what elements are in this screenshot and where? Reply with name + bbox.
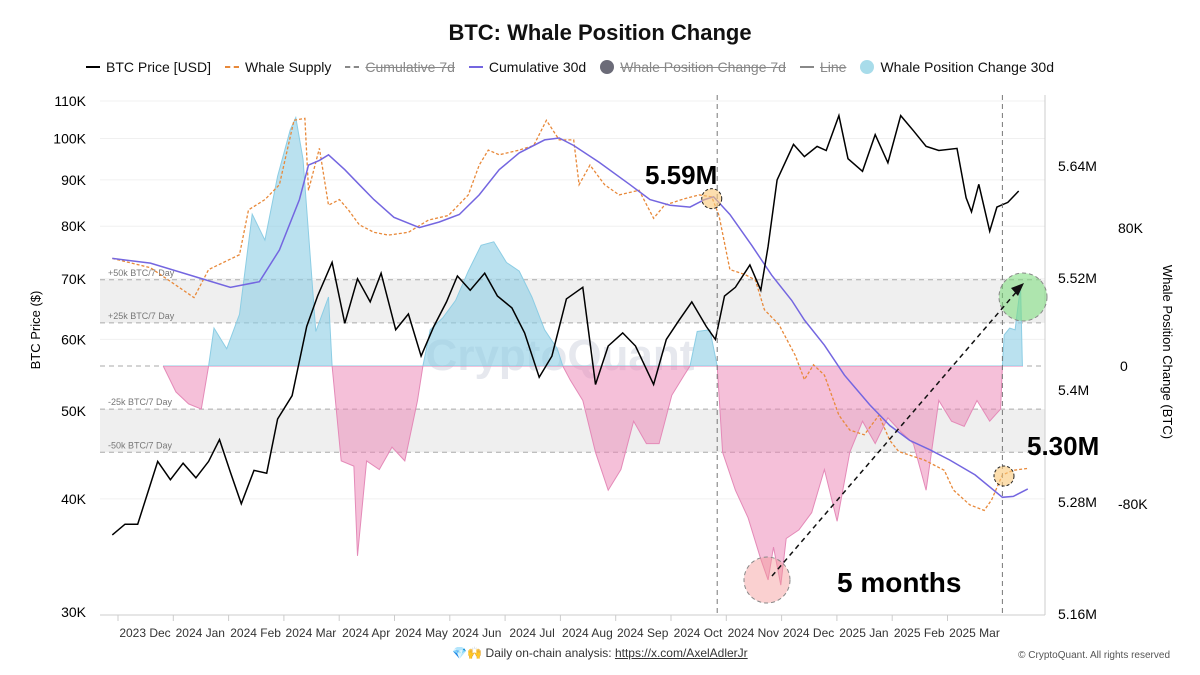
legend-item-whale-supply[interactable]: Whale Supply	[225, 59, 331, 75]
whale-position-change-30d-positive-area	[163, 115, 1023, 366]
y-right-tick-label: 5.64M	[1058, 158, 1097, 174]
legend-item-line[interactable]: Line	[799, 59, 847, 75]
band-label: -25k BTC/7 Day	[108, 397, 173, 407]
y-left-tick-label: 80K	[61, 218, 87, 234]
y-left-tick-label: 30K	[61, 604, 87, 620]
y-far-right-tick-label: 0	[1120, 358, 1128, 374]
legend-item-btc-price[interactable]: BTC Price [USD]	[86, 59, 211, 75]
band-label: -50k BTC/7 Day	[108, 440, 173, 450]
btc-price-line	[111, 112, 1020, 536]
y-right-axis-label: Whale Position Change (BTC)	[1160, 265, 1175, 439]
x-tick-label: 2024 Mar	[286, 626, 337, 640]
x-tick-label: 2025 Mar	[949, 626, 1000, 640]
legend-label: Whale Supply	[245, 59, 332, 75]
legend-label: Cumulative 30d	[488, 59, 587, 75]
highlight-circle	[701, 188, 723, 210]
x-tick-label: 2024 Aug	[562, 626, 613, 640]
legend-item-cumulative-30d[interactable]: Cumulative 30d	[468, 59, 587, 75]
annotation-label: 5 months	[837, 567, 961, 598]
legend-item-cumulative-7d[interactable]: Cumulative 7d	[345, 59, 455, 75]
x-tick-label: 2024 Jun	[452, 626, 501, 640]
legend: BTC Price [USD] Whale Supply Cumulative …	[86, 59, 1054, 75]
legend-label: Whale Position Change 7d	[620, 59, 786, 75]
footer-link[interactable]: https://x.com/AxelAdlerJr	[614, 646, 748, 660]
legend-label: Cumulative 7d	[365, 59, 455, 75]
footer: 💎🙌 Daily on-chain analysis: https://x.co…	[0, 646, 1200, 660]
y-left-tick-label: 50K	[61, 403, 87, 419]
line-swatch-icon	[799, 66, 814, 68]
whale-position-change-30d-negative-area	[162, 366, 1023, 586]
y-left-tick-label: 110K	[54, 93, 86, 109]
x-tick-label: 2024 Jan	[176, 626, 225, 640]
cumulative-30d-line	[112, 137, 1029, 499]
chart-title: BTC: Whale Position Change	[448, 20, 752, 45]
x-tick-label: 2024 Oct	[674, 626, 723, 640]
band-label: +25k BTC/7 Day	[108, 311, 175, 321]
line-swatch-icon	[468, 66, 483, 68]
low-point-circle	[743, 556, 791, 604]
legend-label: Whale Position Change 30d	[880, 59, 1054, 75]
y-right-tick-label: 5.16M	[1058, 606, 1097, 622]
y-right-tick-label: 5.4M	[1058, 382, 1089, 398]
x-tick-label: 2024 May	[395, 626, 448, 640]
x-tick-label: 2024 Feb	[230, 626, 281, 640]
x-tick-label: 2024 Dec	[783, 626, 834, 640]
y-right-tick-label: 5.28M	[1058, 494, 1097, 510]
dot-swatch-icon	[860, 60, 875, 74]
y-far-right-tick-label: 80K	[1118, 220, 1144, 236]
y-left-axis-label: BTC Price ($)	[28, 291, 43, 370]
x-tick-label: 2024 Jul	[509, 626, 554, 640]
footer-text: Daily on-chain analysis:	[485, 646, 615, 660]
diamond-hands-icon: 💎🙌	[452, 646, 483, 660]
y-left-tick-label: 90K	[61, 172, 87, 188]
highlight-circle	[993, 465, 1015, 487]
y-left-tick-label: 70K	[61, 271, 87, 287]
y-left-tick-label: 40K	[61, 491, 87, 507]
x-tick-label: 2024 Nov	[728, 626, 779, 640]
dashed-swatch-icon	[225, 66, 240, 68]
annotation-label: 5.30M	[1027, 431, 1099, 461]
dot-swatch-icon	[600, 60, 615, 74]
arrowhead-icon	[1011, 283, 1024, 296]
legend-item-whale-position-change-30d[interactable]: Whale Position Change 30d	[860, 59, 1054, 75]
recovery-circle	[998, 272, 1048, 322]
annotation-label: 5.59M	[645, 160, 717, 190]
x-tick-label: 2023 Dec	[119, 626, 170, 640]
dashed-swatch-icon	[345, 66, 360, 68]
y-left-tick-label: 60K	[61, 331, 87, 347]
x-tick-label: 2025 Jan	[839, 626, 888, 640]
x-tick-label: 2024 Sep	[617, 626, 669, 640]
y-far-right-tick-label: -80K	[1118, 496, 1148, 512]
legend-label: Line	[819, 59, 847, 75]
band-label: +50k BTC/7 Day	[108, 268, 175, 278]
y-left-tick-label: 100K	[53, 130, 86, 146]
x-tick-label: 2024 Apr	[342, 626, 390, 640]
y-right-tick-label: 5.52M	[1058, 270, 1097, 286]
line-swatch-icon	[86, 66, 100, 68]
copyright: © CryptoQuant. All rights reserved	[1018, 650, 1170, 661]
legend-item-whale-position-change-7d[interactable]: Whale Position Change 7d	[600, 59, 786, 75]
x-tick-label: 2025 Feb	[894, 626, 945, 640]
legend-label: BTC Price [USD]	[106, 59, 212, 75]
